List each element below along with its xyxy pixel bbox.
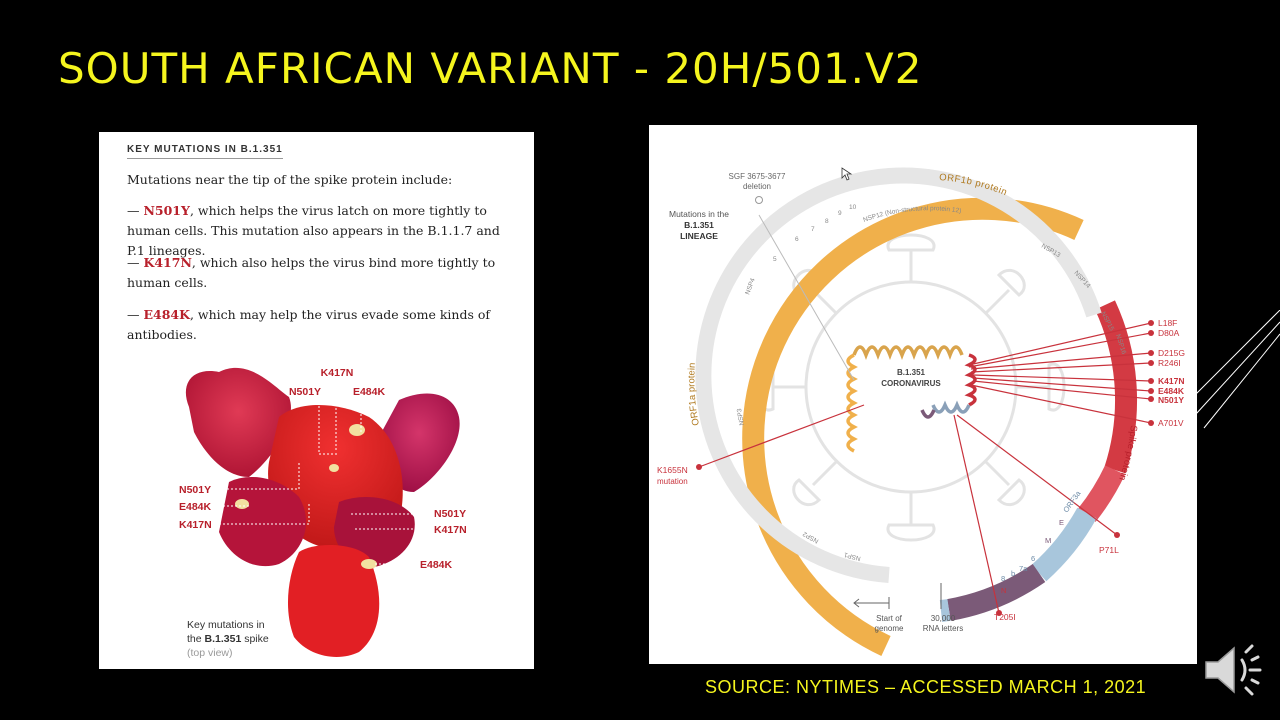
mutation-leader-lines <box>698 322 1152 614</box>
mutation-label-e484k: E484K <box>1158 386 1185 396</box>
intro-text: Mutations near the tip of the spike prot… <box>127 172 453 187</box>
rna-letters-line2: RNA letters <box>923 624 963 633</box>
mutation-k417n-text: — K417N, which also helps the virus bind… <box>127 253 517 293</box>
spike-label-left-n501y: N501Y <box>179 484 211 496</box>
spike-caption-line3: (top view) <box>187 647 233 659</box>
nsp-small-5: 5 <box>773 256 777 263</box>
spike-label-left-k417n: K417N <box>179 519 212 531</box>
gene-label-8: 8 <box>1001 574 1005 583</box>
mutation-description: , which also helps the virus bind more t… <box>127 255 496 290</box>
spike-label-top-k417n: K417N <box>321 367 354 379</box>
mutation-label-l18f: L18F <box>1158 318 1177 328</box>
nsp-band <box>695 167 1102 583</box>
sgf-marker <box>755 196 763 204</box>
center-label-b1351: B.1.351 <box>897 368 926 377</box>
nsp1-label: NSP1 <box>843 551 862 562</box>
mutation-label-p71l: P71L <box>1099 545 1119 555</box>
mutation-n501y-text: — N501Y, which helps the virus latch on … <box>127 201 517 261</box>
mutation-description: , which helps the virus latch on more ti… <box>127 203 500 258</box>
mutation-label-k417n: K417N <box>1158 376 1184 386</box>
spike-caption-line1: Key mutations in <box>187 619 265 631</box>
mutation-label-t205i: T205I <box>994 612 1016 622</box>
start-of-genome-line1: Start of <box>876 614 903 623</box>
mutation-name: K417N <box>143 255 192 270</box>
spike-caption-line2: the B.1.351 spike <box>187 633 269 645</box>
mutation-name: E484K <box>143 307 190 322</box>
lineage-label-line1: Mutations in the <box>669 209 729 219</box>
nsp-small-8: 8 <box>825 218 829 225</box>
mutation-description: , which may help the virus evade some ki… <box>127 307 490 342</box>
mutation-label-k1655n-sub: mutation <box>657 477 688 486</box>
gene-label-7b: b <box>1011 569 1015 578</box>
nsp3-label: NSP3 <box>736 408 746 426</box>
key-mutations-heading: KEY MUTATIONS IN B.1.351 <box>127 144 283 159</box>
sgf-label-line1: SGF 3675-3677 <box>729 172 786 181</box>
spike-shape <box>185 367 460 657</box>
dash: — <box>127 307 144 322</box>
spike-label-bottom-e484k: E484K <box>420 559 453 571</box>
mutation-label-d215g: D215G <box>1158 348 1185 358</box>
genome-ring <box>742 197 1138 656</box>
nsp-small-7: 7 <box>811 226 815 233</box>
source-citation: SOURCE: NYTIMES – ACCESSED MARCH 1, 2021 <box>705 677 1147 697</box>
decorative-lines <box>1190 310 1280 429</box>
nsp-small-6: 6 <box>795 236 799 243</box>
start-of-genome-line2: genome <box>875 624 904 633</box>
gene-label-6: 6 <box>1031 554 1035 563</box>
dash: — <box>127 203 144 218</box>
genome-diagram-panel: ORF1b protein ORF1a protein Spike protei… <box>649 125 1197 664</box>
genome-diagram: ORF1b protein ORF1a protein Spike protei… <box>657 167 1185 656</box>
mutation-label-r246i: R246I <box>1158 358 1181 368</box>
gene-label-n: N <box>1001 586 1006 595</box>
gene-label-m: M <box>1045 536 1051 545</box>
slide-title: SOUTH AFRICAN VARIANT - 20H/501.V2 <box>58 44 923 93</box>
spike-protein-illustration: K417N N501Y E484K N501Y E484K K417N N501… <box>179 367 467 659</box>
mutation-label-a701v: A701V <box>1158 418 1184 428</box>
mutation-name: N501Y <box>143 203 190 218</box>
spike-label-right-n501y: N501Y <box>434 508 466 520</box>
mutation-label-d80a: D80A <box>1158 328 1180 338</box>
spike-label-top-n501y: N501Y <box>289 386 321 398</box>
dash: — <box>127 255 144 270</box>
genome-start-marker <box>853 583 942 609</box>
key-mutations-panel: KEY MUTATIONS IN B.1.351 Mutations near … <box>99 132 534 669</box>
gene-label-e: E <box>1059 518 1064 527</box>
nsp-small-9: 9 <box>838 210 842 217</box>
rna-coil <box>846 345 977 453</box>
speaker-icon[interactable] <box>1198 640 1264 700</box>
nsp-small-10: 10 <box>849 204 857 211</box>
center-label-coronavirus: CORONAVIRUS <box>881 379 941 388</box>
sgf-label-line2: deletion <box>743 182 771 191</box>
nsp4-label: NSP4 <box>744 277 757 296</box>
mutation-dots <box>696 320 1154 616</box>
rna-letters-line1: 30,000 <box>931 614 956 623</box>
lineage-label-line2: B.1.351 <box>684 220 714 230</box>
sgf-leader <box>758 214 855 381</box>
lineage-label-line3: LINEAGE <box>680 231 718 241</box>
mutation-label-n501y: N501Y <box>1158 395 1184 405</box>
mutation-label-k1655n: K1655N <box>657 465 688 475</box>
spike-label-left-e484k: E484K <box>179 501 212 513</box>
spike-label-top-e484k: E484K <box>353 386 386 398</box>
mouse-cursor-icon <box>841 167 853 181</box>
spike-label-right-k417n: K417N <box>434 524 467 536</box>
spike-leader-lines <box>219 380 429 565</box>
mutation-e484k-text: — E484K, which may help the virus evade … <box>127 305 517 345</box>
gene-label-7a: 7a <box>1019 564 1028 573</box>
